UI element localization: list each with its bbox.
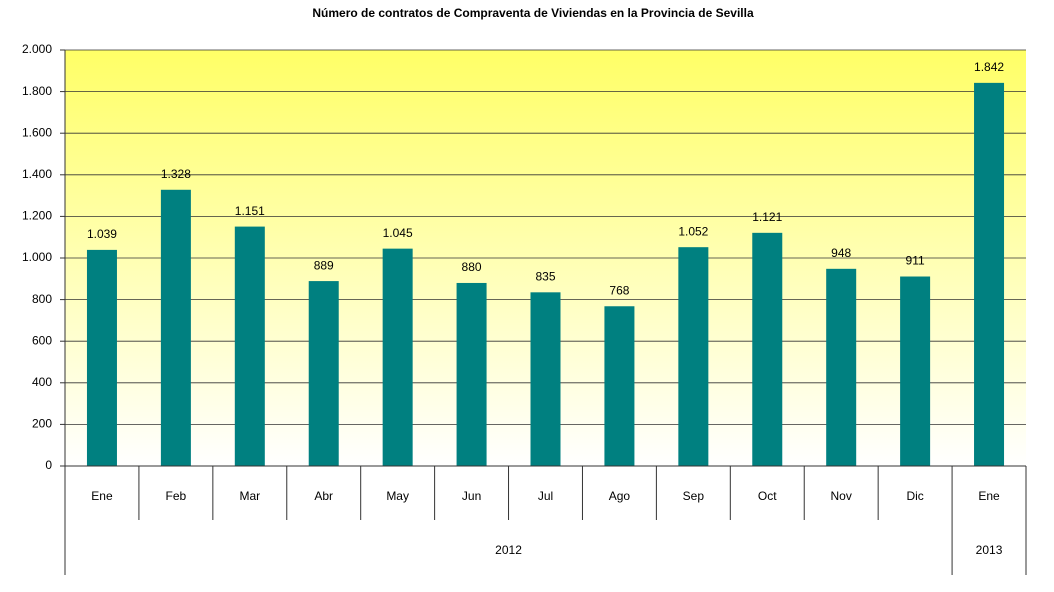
data-label: 1.039: [87, 227, 117, 241]
data-label: 1.045: [383, 226, 413, 240]
y-tick-label: 1.800: [22, 84, 52, 98]
bar: [234, 226, 265, 466]
y-tick-label: 400: [32, 375, 52, 389]
bar: [308, 281, 339, 466]
x-tick-label: Jul: [538, 489, 553, 503]
data-label: 889: [314, 258, 334, 272]
bar: [382, 248, 413, 466]
y-tick-label: 800: [32, 292, 52, 306]
x-tick-label: Feb: [166, 489, 187, 503]
data-label: 880: [462, 260, 482, 274]
y-tick-label: 600: [32, 333, 52, 347]
data-label: 1.151: [235, 204, 265, 218]
y-tick-label: 1.600: [22, 125, 52, 139]
bar: [530, 292, 561, 466]
bar: [678, 247, 709, 466]
data-label: 1.328: [161, 167, 191, 181]
y-tick-label: 2.000: [22, 42, 52, 56]
x-tick-label: Mar: [239, 489, 260, 503]
x-tick-label: Abr: [314, 489, 333, 503]
data-label: 911: [906, 254, 925, 268]
y-tick-label: 1.200: [22, 209, 52, 223]
bar: [974, 82, 1005, 466]
chart-title: Número de contratos de Compraventa de Vi…: [312, 6, 754, 20]
x-tick-label: Sep: [683, 489, 705, 503]
x-tick-label: Oct: [758, 489, 777, 503]
x-tick-label: Nov: [831, 489, 852, 503]
x-tick-label: Dic: [906, 489, 923, 503]
bar: [86, 249, 117, 466]
bar: [160, 189, 191, 466]
x-tick-label: Ene: [978, 489, 1000, 503]
y-tick-label: 1.000: [22, 250, 52, 264]
bar: [826, 268, 857, 466]
bar: [604, 306, 635, 466]
x-tick-label: May: [386, 489, 409, 503]
bar: [900, 276, 931, 466]
y-tick-label: 1.400: [22, 167, 52, 181]
y-tick-label: 200: [32, 417, 52, 431]
bar: [752, 232, 783, 466]
data-label: 948: [831, 246, 851, 260]
x-tick-label: Ago: [609, 489, 631, 503]
data-label: 1.052: [678, 224, 708, 238]
data-label: 768: [609, 283, 629, 297]
bar: [456, 282, 487, 466]
data-label: 1.842: [974, 60, 1004, 74]
x-tick-label: Jun: [462, 489, 481, 503]
group-label: 2013: [976, 543, 1003, 557]
group-label: 2012: [495, 543, 522, 557]
data-label: 1.121: [752, 210, 782, 224]
x-tick-label: Ene: [91, 489, 113, 503]
data-label: 835: [535, 269, 555, 283]
y-tick-label: 0: [45, 458, 52, 472]
